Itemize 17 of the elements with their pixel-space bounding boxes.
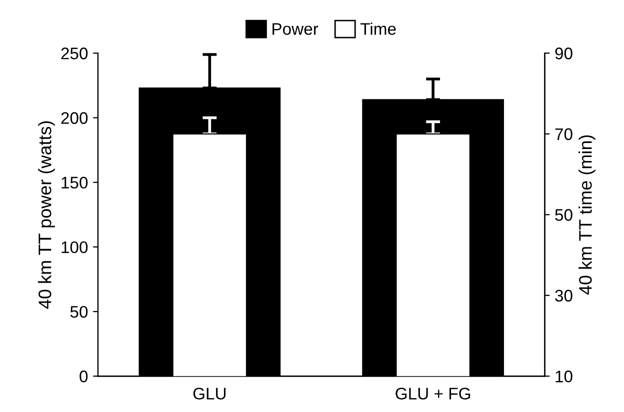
y2-tick-label: 50: [555, 209, 572, 221]
x-tick-label: GLU: [193, 388, 226, 400]
y2-tick-label: 30: [555, 290, 572, 302]
y-tick-label: 0: [80, 370, 88, 382]
y-tick-label: 200: [61, 112, 88, 124]
y-tick-label: 250: [61, 48, 88, 60]
y-tick-label: 150: [62, 176, 88, 189]
y-tick-label: 100: [62, 241, 88, 254]
legend-label: Power: [272, 23, 318, 35]
y2-axis-title: 40 km TT time (min): [578, 135, 596, 295]
x-tick-label: GLU + FG: [396, 388, 470, 400]
y2-tick-label: 90: [555, 48, 572, 60]
y2-tick-label: 10: [556, 370, 572, 382]
y2-tick-label: 70: [555, 128, 572, 140]
y-tick-label: 50: [70, 306, 88, 318]
y-axis-title: 40 km TT power (watts): [38, 121, 55, 309]
legend-label: Time: [360, 22, 396, 35]
